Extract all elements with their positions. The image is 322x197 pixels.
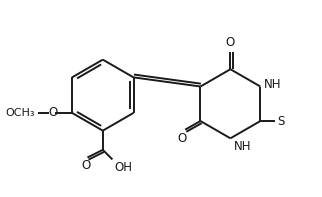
- Text: OH: OH: [114, 161, 132, 174]
- Text: O: O: [48, 106, 58, 119]
- Text: OCH₃: OCH₃: [5, 108, 35, 118]
- Text: NH: NH: [264, 78, 282, 91]
- Text: O: O: [226, 36, 235, 49]
- Text: O: O: [82, 159, 91, 172]
- Text: NH: NH: [234, 140, 252, 153]
- Text: S: S: [278, 114, 285, 127]
- Text: O: O: [178, 132, 187, 145]
